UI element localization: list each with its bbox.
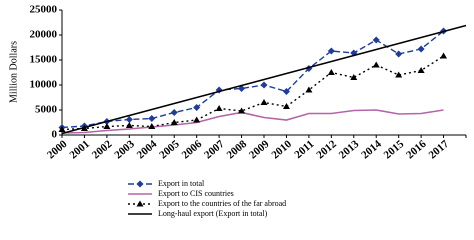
marker (148, 115, 156, 122)
x-tick-label: 2014 (359, 138, 384, 162)
legend-label: Export to the countries of the far abroa… (158, 199, 286, 208)
marker (136, 180, 144, 188)
marker (103, 123, 111, 129)
x-tick-label: 2016 (404, 138, 429, 162)
marker (58, 126, 66, 132)
marker (170, 119, 178, 125)
marker (125, 122, 133, 128)
x-tick-label: 2015 (382, 138, 407, 162)
legend-label: Long-haul export (Export in total) (158, 209, 268, 218)
x-tick-label: 2017 (427, 138, 452, 162)
marker (305, 86, 313, 93)
marker (125, 116, 133, 123)
x-tick-label: 2011 (292, 138, 316, 161)
marker (215, 105, 223, 111)
line (61, 109, 444, 134)
marker (282, 88, 290, 95)
marker (136, 200, 144, 207)
marker (417, 45, 425, 53)
marker (417, 67, 425, 73)
marker (395, 50, 403, 58)
marker (148, 123, 156, 129)
chart: Million Dollars 0 5000 10000 15000 20000 2500… (8, 4, 467, 218)
line (61, 30, 444, 129)
marker (238, 107, 246, 114)
marker (372, 36, 380, 44)
x-tick-label: 2000 (45, 138, 70, 162)
marker (282, 103, 290, 109)
marker (440, 52, 448, 59)
x-tick-label: 2004 (135, 138, 160, 162)
x-tick-label: 2008 (225, 138, 250, 162)
y-axis-label: Million Dollars (8, 41, 19, 103)
marker (372, 61, 380, 68)
x-tick-label: 2007 (202, 138, 227, 162)
legend-label: Export in total (158, 179, 205, 188)
y-tick-label: 10000 (30, 79, 58, 91)
y-tick-label: 5000 (35, 104, 58, 116)
y-tick-label: 15000 (30, 54, 58, 66)
legend-label: Export to CIS countries (158, 189, 234, 198)
x-tick-label: 2013 (337, 138, 362, 162)
line (61, 24, 467, 135)
marker (193, 116, 201, 123)
x-tick-label: 2002 (90, 138, 115, 162)
y-tick-label: 20000 (30, 29, 58, 41)
marker (260, 99, 268, 105)
line (61, 55, 444, 131)
y-tick-label: 0 (52, 129, 58, 141)
x-tick-label: 2010 (269, 138, 294, 162)
y-tick-label: 25000 (30, 4, 58, 16)
marker (327, 69, 335, 75)
marker (350, 74, 358, 80)
marker (395, 71, 403, 78)
marker (260, 81, 268, 89)
marker (170, 109, 178, 116)
x-tick-label: 2001 (67, 138, 92, 161)
x-tick-label: 2003 (112, 138, 137, 162)
marker (327, 47, 335, 55)
x-tick-label: 2005 (157, 138, 182, 162)
x-tick-label: 2006 (180, 138, 205, 162)
x-tick-label: 2009 (247, 138, 272, 162)
x-tick-label: 2012 (314, 138, 339, 162)
marker (193, 104, 201, 111)
